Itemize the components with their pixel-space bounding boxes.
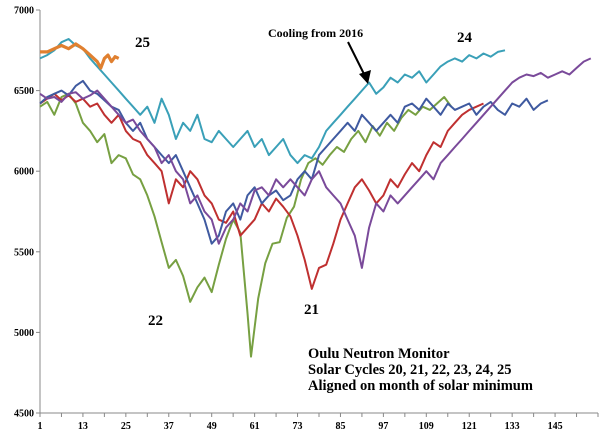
y-tick-label: 5500 (14, 247, 34, 258)
cycle-label-24: 24 (457, 30, 473, 46)
annotation-text: Cooling from 2016 (268, 26, 363, 40)
y-tick-label: 5000 (14, 328, 34, 339)
series-layer (39, 38, 592, 358)
y-tick-label: 4500 (14, 409, 34, 420)
series-line-cycle-22 (39, 92, 453, 358)
x-tick-label: 85 (335, 421, 345, 432)
cycle-label-25: 25 (135, 35, 150, 51)
x-tick-label: 145 (548, 421, 563, 432)
note-line-2: Solar Cycles 20, 21, 22, 23, 24, 25 (308, 362, 512, 378)
y-tick-label: 6500 (14, 86, 34, 97)
note-line-1: Oulu Neutron Monitor (308, 346, 450, 362)
x-tick-label: 133 (505, 421, 520, 432)
y-tick-label: 7000 (14, 6, 34, 17)
x-tick-label: 25 (121, 421, 131, 432)
x-tick-label: 97 (378, 421, 388, 432)
note-line-3: Aligned on month of solar minimum (308, 378, 533, 394)
series-line-cycle-21 (39, 92, 484, 290)
series-line-cycle-24 (39, 38, 506, 165)
y-tick-label: 6000 (14, 167, 34, 178)
x-tick-label: 1 (38, 421, 43, 432)
x-tick-label: 73 (293, 421, 303, 432)
annotation-arrowhead (359, 70, 371, 84)
x-tick-label: 13 (78, 421, 88, 432)
series-line-cycle-23 (39, 57, 592, 269)
x-tick-label: 121 (462, 421, 477, 432)
x-tick-label: 37 (164, 421, 174, 432)
annotation-arrow (347, 41, 367, 79)
cycle-label-22: 22 (148, 313, 163, 329)
series-line-cycle-20 (39, 79, 549, 245)
x-tick-label: 61 (250, 421, 260, 432)
x-tick-label: 109 (419, 421, 434, 432)
cycle-label-21: 21 (304, 302, 319, 318)
series-line-cycle-25 (40, 42, 120, 70)
x-tick-label: 49 (207, 421, 217, 432)
chart-axes: 4500 5000 5500 6000 6500 7000 1 13 25 37 49 61 73 85 9… (14, 6, 599, 432)
